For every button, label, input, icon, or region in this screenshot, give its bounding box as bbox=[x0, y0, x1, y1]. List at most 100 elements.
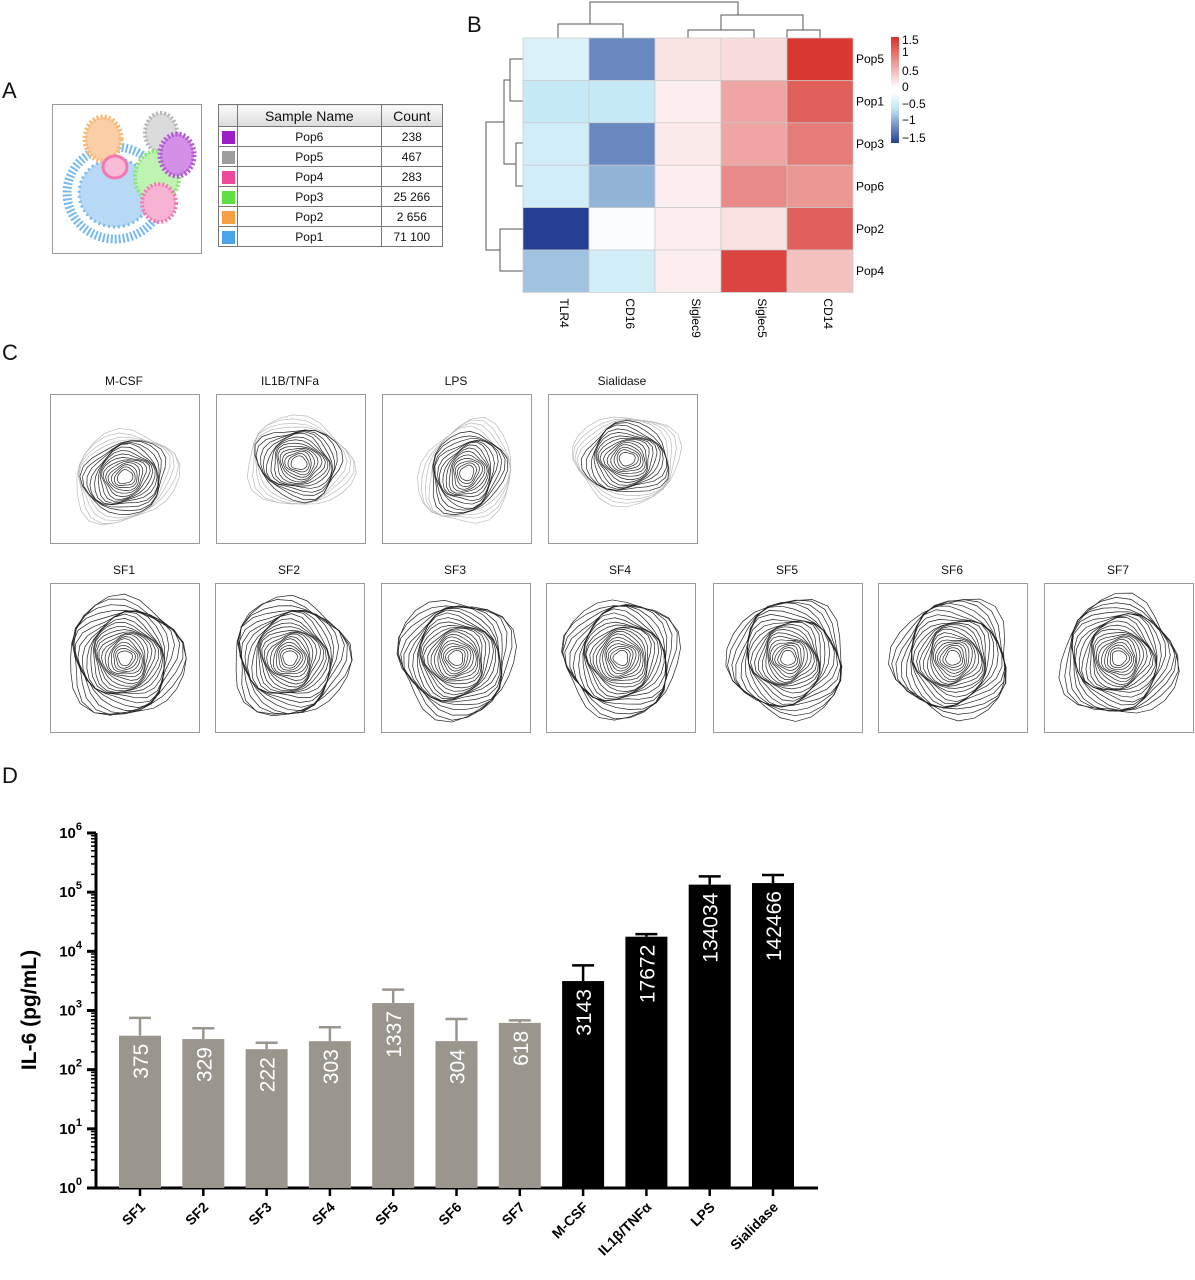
heatmap-cell bbox=[720, 164, 788, 208]
population-color-swatch bbox=[221, 130, 235, 144]
population-row: Pop3 25 266 bbox=[218, 186, 444, 207]
contour-plot-box bbox=[381, 583, 531, 733]
bar-group: 375 bbox=[119, 1016, 161, 1188]
heatmap-cell bbox=[720, 122, 788, 166]
bar bbox=[372, 1003, 415, 1188]
contour-plot-box bbox=[215, 583, 365, 733]
bar bbox=[435, 1041, 478, 1188]
x-tick-label: M-CSF bbox=[549, 1198, 592, 1241]
population-name: Pop2 bbox=[237, 206, 382, 227]
contour-plot-box bbox=[548, 394, 698, 544]
contour-plot-box bbox=[50, 394, 200, 544]
population-count: 238 bbox=[380, 126, 444, 147]
population-color-swatch bbox=[221, 170, 235, 184]
population-row: Pop5 467 bbox=[218, 146, 444, 167]
contour-title: SF1 bbox=[112, 563, 135, 577]
heatmap-cell bbox=[720, 80, 788, 124]
y-tick-exponent: 1 bbox=[76, 1117, 82, 1129]
contour-panel: SF6 bbox=[878, 563, 1028, 733]
population-row: Pop6 238 bbox=[218, 126, 444, 147]
bar-value-label: 329 bbox=[193, 1047, 216, 1082]
contour-panel: IL1B/TNFa bbox=[216, 374, 366, 544]
contour-title: SF3 bbox=[443, 563, 466, 577]
y-tick-base: 10 bbox=[59, 1121, 76, 1138]
heatmap-cell bbox=[786, 37, 854, 81]
swatch-header bbox=[218, 104, 238, 127]
umap-cluster-image bbox=[62, 111, 197, 244]
population-count: 283 bbox=[380, 166, 444, 187]
swatch-cell bbox=[218, 146, 238, 167]
y-tick-label: 103 bbox=[59, 999, 82, 1020]
heatmap-colorbar bbox=[891, 37, 899, 143]
contour-plot-image bbox=[725, 599, 843, 722]
bar-group: 222 bbox=[245, 1041, 288, 1188]
y-tick-label: 106 bbox=[59, 821, 82, 842]
swatch-cell bbox=[218, 126, 238, 147]
bar bbox=[245, 1049, 288, 1188]
heatmap-cell bbox=[522, 249, 590, 293]
contour-title: M-CSF bbox=[105, 374, 143, 388]
heatmap-cell bbox=[654, 207, 722, 251]
contour-plot-box bbox=[50, 583, 200, 733]
contour-plot-image bbox=[888, 598, 1007, 722]
bar-value-label: 618 bbox=[510, 1031, 533, 1066]
y-tick-label: 102 bbox=[59, 1058, 82, 1079]
population-color-swatch bbox=[221, 190, 235, 204]
y-tick-base: 10 bbox=[59, 943, 76, 960]
y-tick-label: 105 bbox=[59, 880, 82, 901]
heatmap-row-label: Pop5 bbox=[856, 52, 884, 66]
heatmap-column-label: Siglec9 bbox=[689, 298, 703, 338]
heatmap-cell bbox=[786, 249, 854, 293]
population-count: 2 656 bbox=[380, 206, 444, 227]
heatmap-cell bbox=[522, 122, 590, 166]
population-name: Pop4 bbox=[237, 166, 382, 187]
colorbar-tick-label: −0.5 bbox=[902, 97, 926, 111]
population-count: 71 100 bbox=[380, 226, 444, 247]
panel-b-letter: B bbox=[467, 12, 482, 37]
swatch-cell bbox=[218, 186, 238, 207]
bar-value-label: 134034 bbox=[700, 892, 723, 962]
heatmap-cell bbox=[654, 249, 722, 293]
bar-value-label: 1337 bbox=[383, 1011, 406, 1058]
contour-panel: SF2 bbox=[215, 563, 365, 733]
bar-value-label: 222 bbox=[257, 1057, 280, 1092]
contour-title: SF7 bbox=[1106, 563, 1129, 577]
population-color-swatch bbox=[221, 230, 235, 244]
contour-plot-box bbox=[878, 583, 1028, 733]
population-row: Pop2 2 656 bbox=[218, 206, 444, 227]
heatmap-cell bbox=[522, 37, 590, 81]
bar bbox=[182, 1039, 225, 1188]
population-name: Pop6 bbox=[237, 126, 382, 147]
heatmap-cell bbox=[588, 37, 656, 81]
heatmap-cell bbox=[720, 37, 788, 81]
heatmap-cell bbox=[654, 80, 722, 124]
contour-title: SF4 bbox=[608, 563, 631, 577]
panel-c-letter: C bbox=[2, 340, 18, 365]
y-tick-base: 10 bbox=[59, 825, 76, 842]
x-tick-label: LPS bbox=[687, 1199, 718, 1230]
bar bbox=[688, 884, 731, 1188]
contour-plot-image bbox=[396, 600, 517, 723]
bar-group: 329 bbox=[182, 1027, 225, 1188]
swatch-cell bbox=[218, 206, 238, 227]
heatmap-cell bbox=[654, 164, 722, 208]
bar-value-label: 3143 bbox=[573, 989, 596, 1036]
sample-name-header: Sample Name bbox=[237, 104, 382, 127]
contour-panel: SF3 bbox=[381, 563, 531, 733]
heatmap-dendrograms bbox=[485, 1, 821, 272]
heatmap-cell bbox=[522, 164, 590, 208]
panel-a-letter: A bbox=[2, 78, 17, 103]
umap-cluster-plot bbox=[52, 104, 202, 254]
contour-plot-box bbox=[546, 583, 696, 733]
contour-plot-image bbox=[70, 593, 187, 716]
colorbar-tick-label: 0.5 bbox=[902, 64, 919, 78]
y-tick-exponent: 4 bbox=[76, 939, 83, 951]
bar bbox=[752, 883, 794, 1188]
y-tick-exponent: 2 bbox=[76, 1058, 82, 1070]
population-name: Pop3 bbox=[237, 186, 382, 207]
heatmap-cell bbox=[588, 249, 656, 293]
bar-value-label: 375 bbox=[130, 1044, 153, 1079]
heatmap-cell bbox=[786, 164, 854, 208]
population-name: Pop5 bbox=[237, 146, 382, 167]
heatmap-cell bbox=[588, 80, 656, 124]
